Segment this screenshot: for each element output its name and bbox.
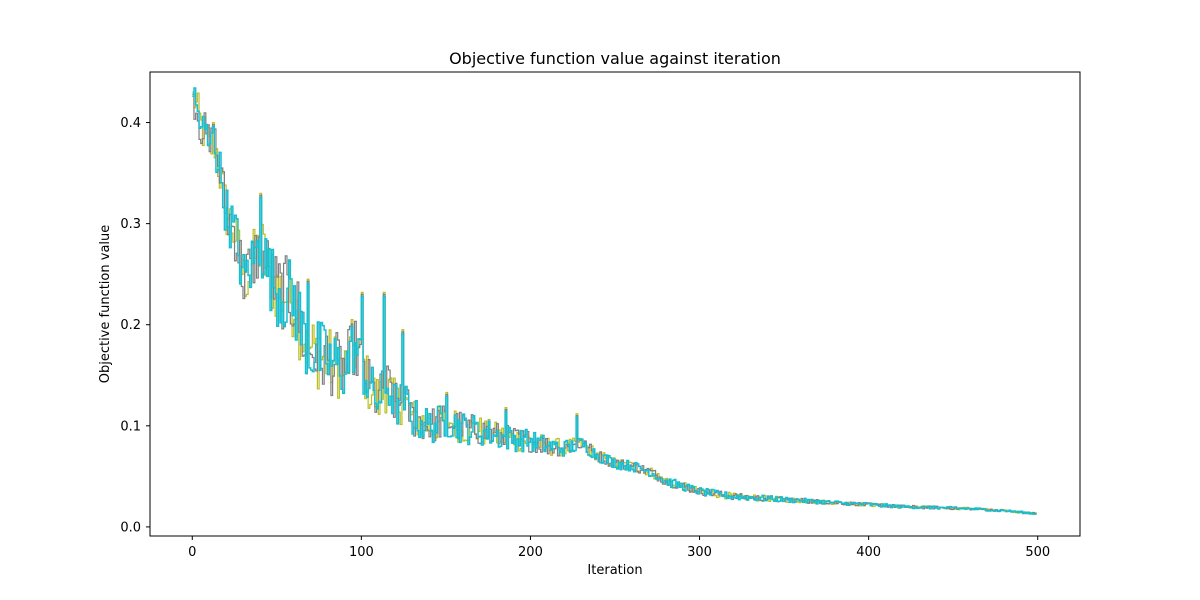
y-tick-label: 0.1 bbox=[120, 419, 141, 434]
x-tick-label: 0 bbox=[188, 545, 196, 560]
series-line bbox=[192, 91, 1037, 516]
x-axis: 0 100 200 300 400 500 bbox=[188, 536, 1050, 560]
x-tick-label: 100 bbox=[349, 545, 374, 560]
y-tick-label: 0.0 bbox=[120, 520, 141, 535]
y-tick-label: 0.2 bbox=[120, 318, 141, 333]
x-axis-label: Iteration bbox=[587, 563, 642, 578]
x-tick-label: 300 bbox=[687, 545, 712, 560]
x-tick-label: 200 bbox=[518, 545, 543, 560]
x-tick-label: 400 bbox=[856, 545, 881, 560]
x-tick-label: 500 bbox=[1025, 545, 1050, 560]
plot-area bbox=[192, 87, 1037, 516]
y-axis: 0.0 0.1 0.2 0.3 0.4 bbox=[120, 116, 150, 535]
series-line bbox=[192, 93, 1037, 515]
y-axis-label: Objective function value bbox=[98, 225, 113, 384]
chart-title: Objective function value against iterati… bbox=[449, 49, 781, 68]
y-tick-label: 0.3 bbox=[120, 217, 141, 232]
plot-frame bbox=[149, 71, 1081, 537]
y-tick-label: 0.4 bbox=[120, 116, 141, 131]
series-line bbox=[192, 87, 1037, 515]
